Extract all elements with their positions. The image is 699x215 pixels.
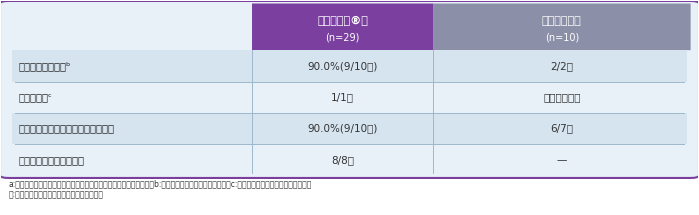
Text: —: — bbox=[556, 155, 567, 165]
Text: 8/8例: 8/8例 bbox=[331, 155, 354, 165]
Text: 90.0%(9/10例): 90.0%(9/10例) bbox=[308, 61, 377, 71]
Text: リネゾリド群: リネゾリド群 bbox=[542, 16, 582, 26]
Text: 1/1例: 1/1例 bbox=[331, 92, 354, 102]
Text: 外傷・熱傷及び手術創等の二次感染: 外傷・熱傷及び手術創等の二次感染 bbox=[19, 123, 115, 134]
FancyBboxPatch shape bbox=[433, 3, 691, 50]
Text: 2/2例: 2/2例 bbox=[550, 61, 573, 71]
Text: (n=29): (n=29) bbox=[325, 32, 360, 42]
Text: 6/7例: 6/7例 bbox=[550, 123, 573, 134]
Text: 深在性皮膚感染症ᵇ: 深在性皮膚感染症ᵇ bbox=[19, 61, 71, 71]
Text: びらん・潰瘍の二次感染: びらん・潰瘍の二次感染 bbox=[19, 155, 85, 165]
Text: シベクトロ®群: シベクトロ®群 bbox=[317, 16, 368, 26]
Text: 該当症例なし: 該当症例なし bbox=[543, 92, 581, 102]
FancyBboxPatch shape bbox=[0, 1, 699, 178]
Text: a:「消失」の割合（「判定不能」及び「欠測」は分母に含めた）。　b:蜂巣炎、丹毒、リンパ管炎等　　c:化膿性汗腺炎、頭部乳頭状皮膚炎等
－:リネゾリドの承認外の: a:「消失」の割合（「判定不能」及び「欠測」は分母に含めた）。 b:蜂巣炎、丹毒… bbox=[8, 180, 312, 199]
Bar bbox=[12, 50, 687, 81]
Bar bbox=[12, 81, 687, 113]
Bar bbox=[12, 144, 687, 175]
Bar bbox=[12, 113, 687, 144]
Text: 90.0%(9/10例): 90.0%(9/10例) bbox=[308, 123, 377, 134]
FancyBboxPatch shape bbox=[252, 3, 433, 50]
Text: 慢性膿皮症ᶜ: 慢性膿皮症ᶜ bbox=[19, 92, 52, 102]
Text: (n=10): (n=10) bbox=[545, 32, 579, 42]
